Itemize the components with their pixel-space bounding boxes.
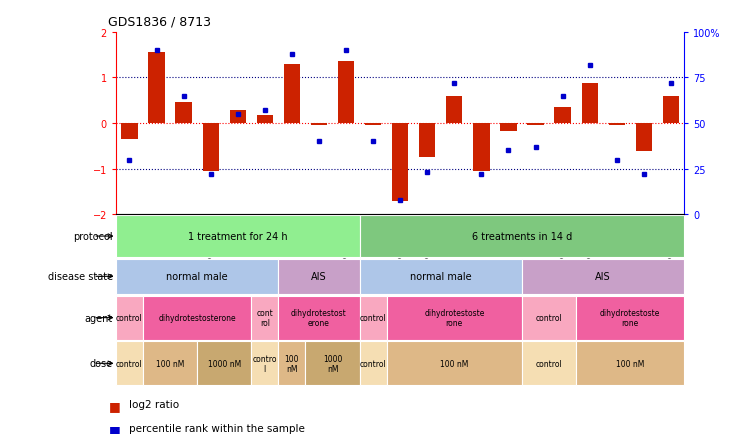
- Bar: [203, 124, 219, 171]
- Bar: [116, 259, 278, 294]
- Text: control: control: [536, 359, 562, 368]
- Text: ■: ■: [108, 399, 120, 412]
- Bar: [197, 342, 251, 385]
- Bar: [116, 216, 360, 257]
- Bar: [230, 111, 246, 124]
- Text: control: control: [116, 359, 143, 368]
- Text: control: control: [360, 359, 387, 368]
- Bar: [554, 108, 571, 124]
- Bar: [360, 259, 522, 294]
- Bar: [581, 84, 598, 124]
- Bar: [360, 342, 387, 385]
- Bar: [522, 342, 576, 385]
- Bar: [527, 124, 544, 126]
- Text: 6 treatments in 14 d: 6 treatments in 14 d: [472, 232, 572, 241]
- Bar: [283, 65, 300, 124]
- Text: agent: agent: [85, 313, 113, 323]
- Bar: [251, 296, 278, 340]
- Text: protocol: protocol: [73, 232, 113, 241]
- Text: 1000 nM: 1000 nM: [208, 359, 241, 368]
- Text: 100 nM: 100 nM: [156, 359, 184, 368]
- Text: dihydrotestoste
rone: dihydrotestoste rone: [600, 309, 660, 327]
- Bar: [257, 115, 273, 124]
- Bar: [143, 342, 197, 385]
- Bar: [473, 124, 489, 171]
- Bar: [522, 296, 576, 340]
- Text: percentile rank within the sample: percentile rank within the sample: [129, 423, 305, 433]
- Bar: [148, 53, 165, 124]
- Text: 100 nM: 100 nM: [440, 359, 468, 368]
- Text: cont
rol: cont rol: [257, 309, 273, 327]
- Text: AIS: AIS: [595, 272, 611, 282]
- Bar: [176, 103, 191, 124]
- Text: log2 ratio: log2 ratio: [129, 399, 180, 409]
- Bar: [576, 342, 684, 385]
- Bar: [116, 296, 143, 340]
- Text: disease state: disease state: [48, 272, 113, 282]
- Bar: [116, 342, 143, 385]
- Bar: [121, 124, 138, 140]
- Bar: [387, 342, 522, 385]
- Bar: [609, 124, 625, 126]
- Bar: [365, 124, 381, 126]
- Text: control: control: [116, 313, 143, 322]
- Text: 1 treatment for 24 h: 1 treatment for 24 h: [188, 232, 287, 241]
- Text: GDS1836 / 8713: GDS1836 / 8713: [108, 15, 212, 28]
- Bar: [360, 296, 387, 340]
- Bar: [311, 124, 327, 126]
- Text: normal male: normal male: [166, 272, 228, 282]
- Bar: [278, 259, 360, 294]
- Bar: [419, 124, 435, 158]
- Bar: [251, 342, 278, 385]
- Bar: [305, 342, 360, 385]
- Bar: [143, 296, 251, 340]
- Bar: [278, 342, 305, 385]
- Bar: [500, 124, 517, 132]
- Bar: [392, 124, 408, 201]
- Bar: [387, 296, 522, 340]
- Bar: [636, 124, 652, 152]
- Text: dihydrotestost
erone: dihydrotestost erone: [291, 309, 347, 327]
- Bar: [447, 97, 462, 124]
- Text: dihydrotestosterone: dihydrotestosterone: [159, 313, 236, 322]
- Text: dihydrotestoste
rone: dihydrotestoste rone: [424, 309, 485, 327]
- Bar: [663, 97, 679, 124]
- Bar: [522, 259, 684, 294]
- Bar: [338, 62, 354, 124]
- Bar: [576, 296, 684, 340]
- Text: 100 nM: 100 nM: [616, 359, 645, 368]
- Text: dose: dose: [90, 358, 113, 368]
- Text: control: control: [360, 313, 387, 322]
- Text: ■: ■: [108, 423, 120, 434]
- Text: contro
l: contro l: [253, 354, 277, 373]
- Bar: [360, 216, 684, 257]
- Bar: [278, 296, 360, 340]
- Text: AIS: AIS: [311, 272, 327, 282]
- Text: normal male: normal male: [410, 272, 471, 282]
- Text: control: control: [536, 313, 562, 322]
- Text: 100
nM: 100 nM: [285, 354, 299, 373]
- Text: 1000
nM: 1000 nM: [323, 354, 342, 373]
